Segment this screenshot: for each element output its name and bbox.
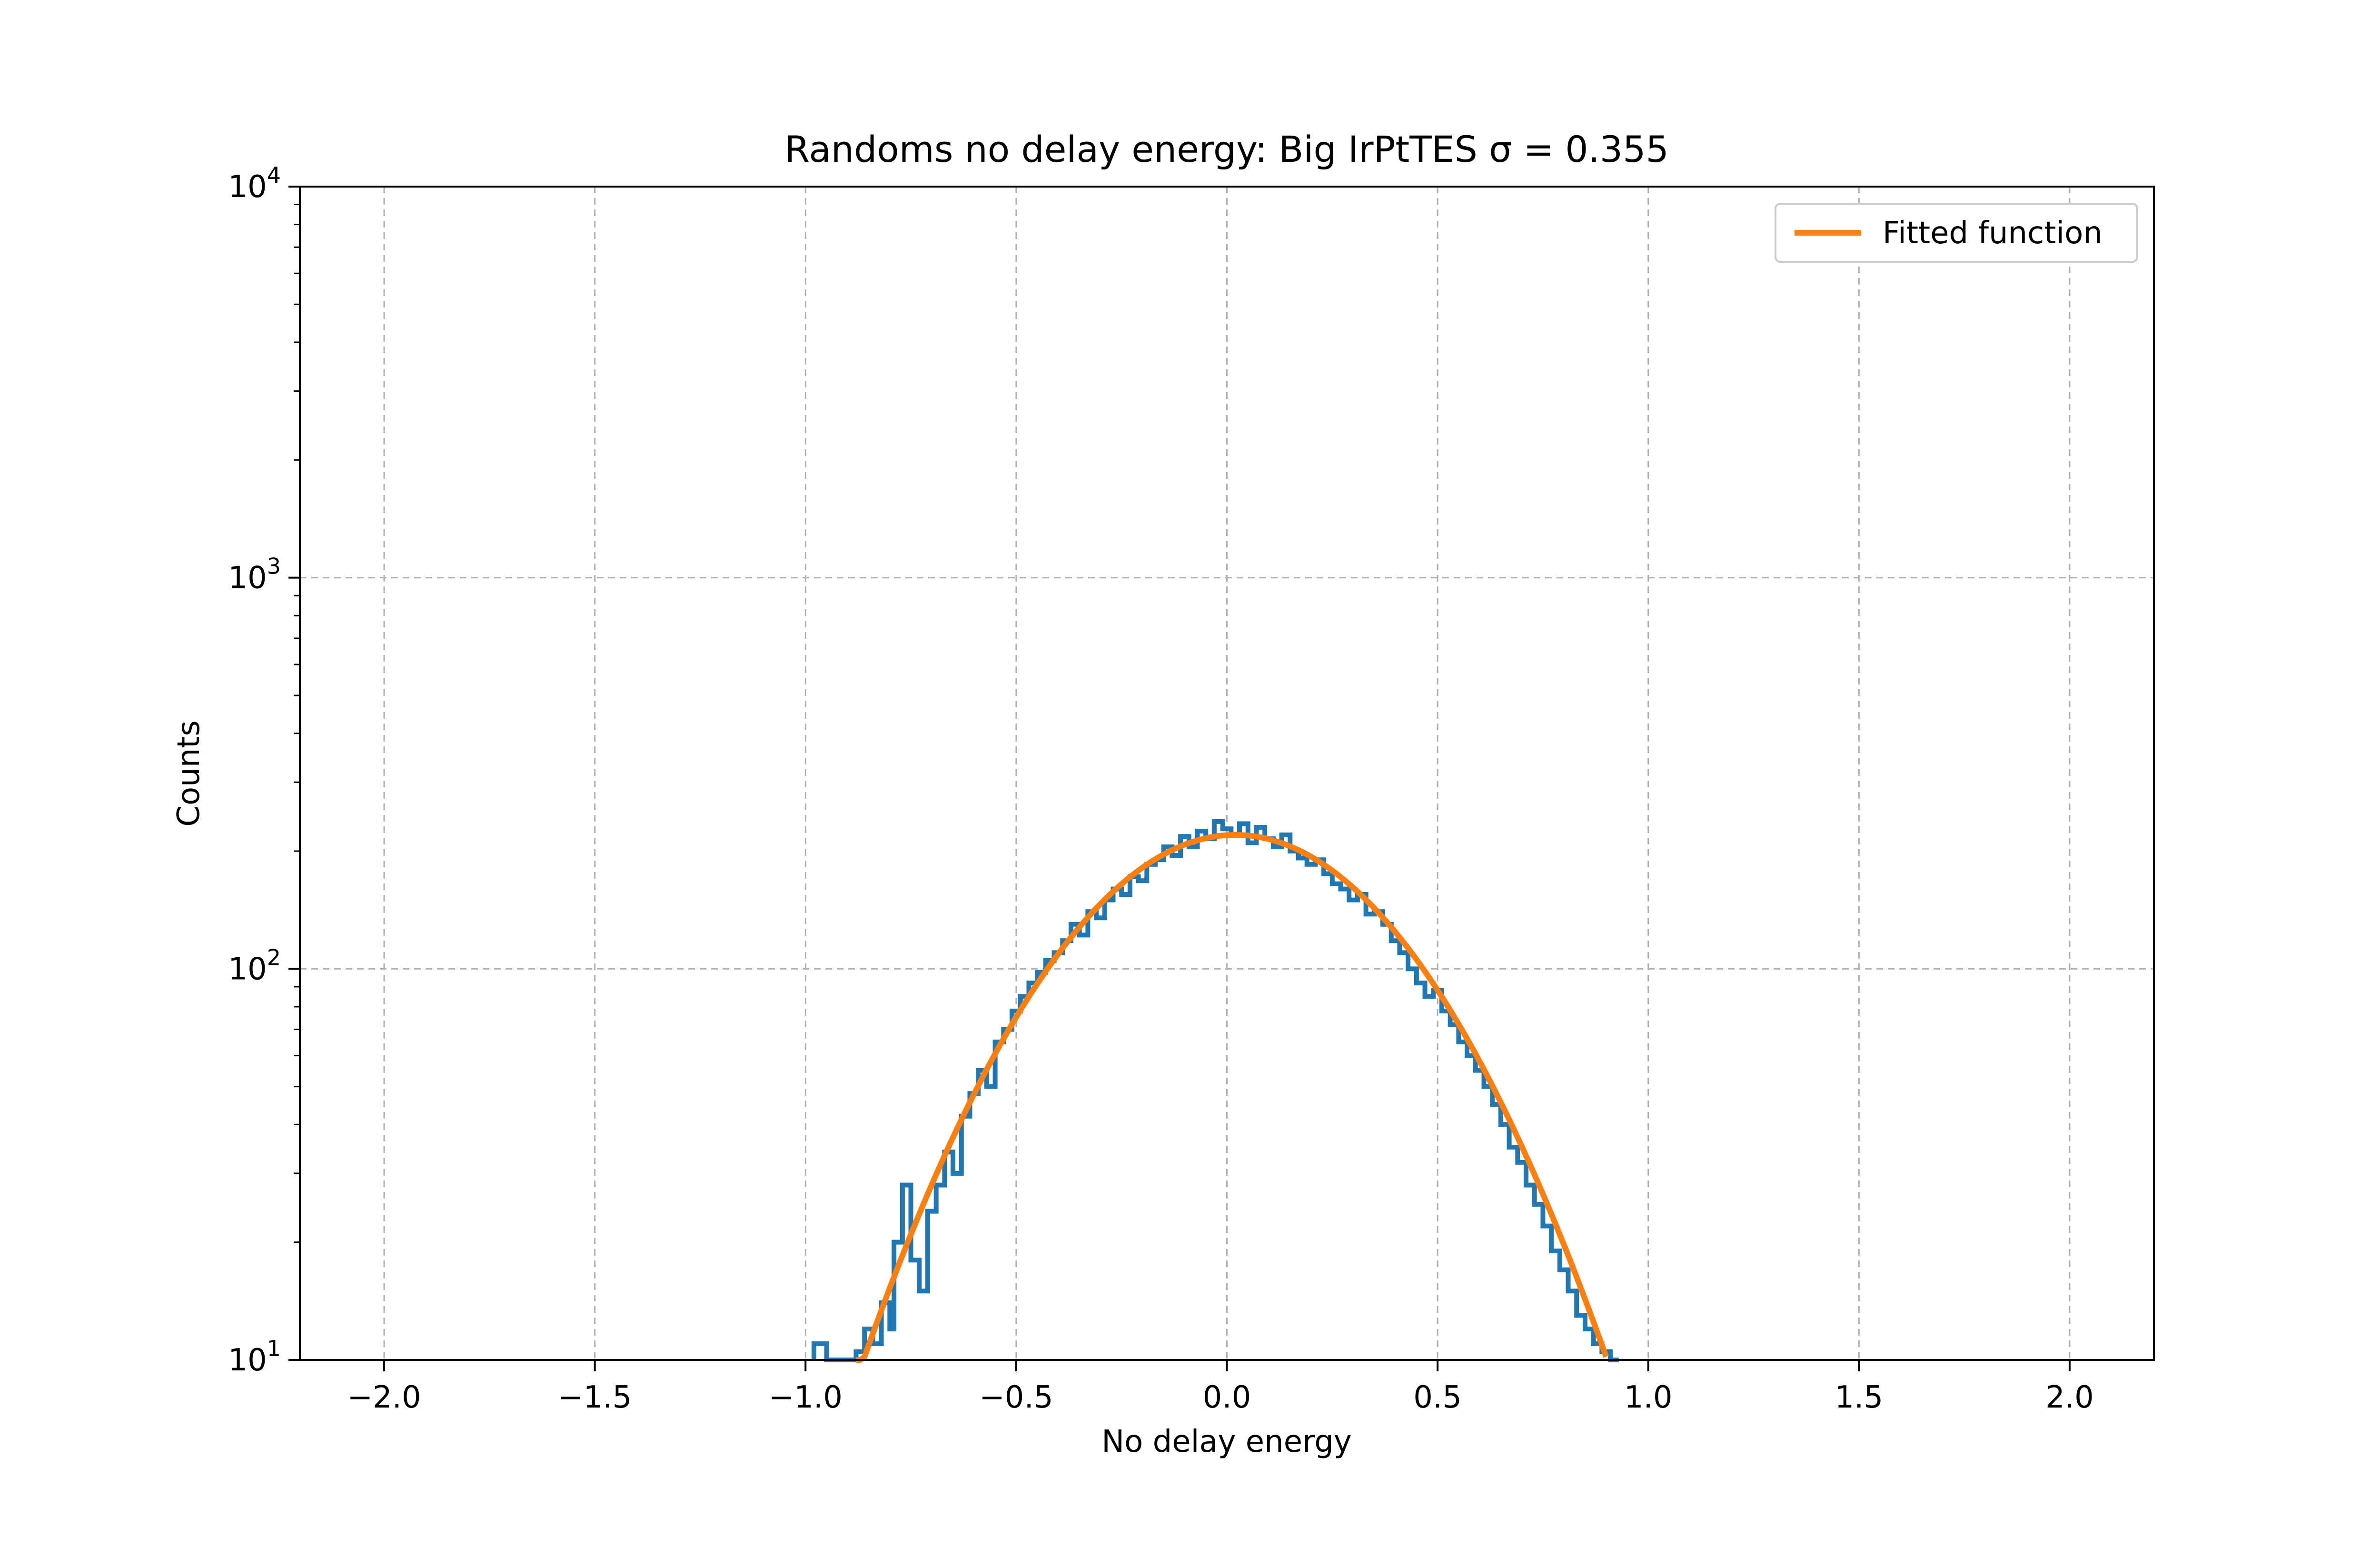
y-tick-label-1: 102 bbox=[228, 944, 281, 987]
x-tick-label-7: 1.5 bbox=[1835, 1380, 1883, 1415]
x-tick-label-1: −1.5 bbox=[558, 1380, 632, 1415]
x-tick-label-8: 2.0 bbox=[2045, 1380, 2094, 1415]
chart-title: Randoms no delay energy: Big IrPtTES σ =… bbox=[784, 128, 1669, 170]
legend-label-fitted-function: Fitted function bbox=[1883, 216, 2102, 251]
legend-box bbox=[1775, 203, 2138, 263]
grid-x bbox=[383, 187, 2071, 1360]
y-axis-minor-ticks bbox=[294, 204, 300, 1243]
x-tick-label-5: 0.5 bbox=[1413, 1380, 1462, 1415]
x-tick-label-0: −2.0 bbox=[347, 1380, 421, 1415]
series-line-fitted-function bbox=[856, 832, 1609, 1363]
x-tick-label-3: −0.5 bbox=[979, 1380, 1053, 1415]
y-tick-label-0: 101 bbox=[228, 1336, 281, 1378]
x-tick-label-2: −1.0 bbox=[769, 1380, 843, 1415]
y-axis-label: Counts bbox=[171, 720, 207, 826]
plot-area bbox=[811, 819, 1619, 1363]
y-axis-ticks: 101 102 103 104 bbox=[228, 162, 300, 1378]
legend: Fitted function bbox=[1775, 203, 2138, 263]
y-tick-label-2: 103 bbox=[228, 554, 281, 596]
x-axis-ticks: −2.0 −1.5 −1.0 −0.5 0.0 0.5 1.0 1.5 2.0 bbox=[347, 1360, 2094, 1415]
x-tick-label-6: 1.0 bbox=[1624, 1380, 1673, 1415]
histogram-step bbox=[811, 819, 1619, 1362]
x-tick-label-4: 0.0 bbox=[1203, 1380, 1251, 1415]
x-axis-label: No delay energy bbox=[1101, 1424, 1352, 1459]
y-tick-label-3: 104 bbox=[228, 162, 281, 205]
